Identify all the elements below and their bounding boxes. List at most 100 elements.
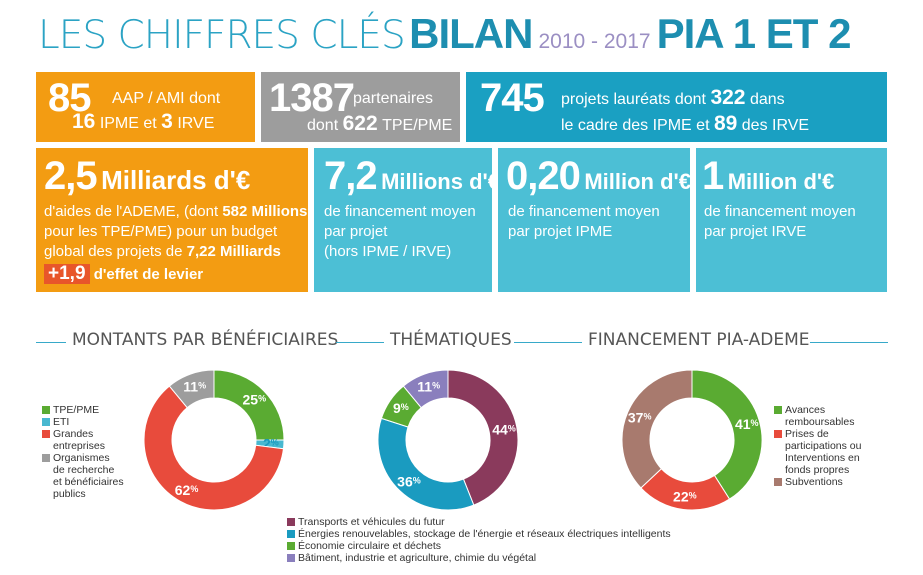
kpi-moyen-desc: de financement moyen par projet (hors IP… [324,202,476,262]
kpi-aides-line1a: d'aides de l'ADEME, (dont [44,203,219,220]
kpi-projects-text-3: le cadre des IPME et [561,117,710,134]
kpi-aap-ipme-value: 16 [72,110,96,133]
kpi-moyen-line1: de financement moyen [324,203,476,220]
title-years: 2010 - 2017 [538,30,651,53]
kpi-irve: 1 Million d'€ de financement moyen par p… [696,148,887,292]
legend-item: Avances remboursables [774,404,874,428]
kpi-aap: 85 AAP / AMI dont 16 IPME et 3 IRVE [36,72,255,142]
legend-label: Organismes de recherche et bénéficiaires… [53,452,124,500]
kpi-aides-line3b: 7,22 Milliards [186,243,281,260]
kpi-aides: 2,5 Milliards d'€ d'aides de l'ADEME, (d… [36,148,308,292]
kpi-aides-desc: d'aides de l'ADEME, (dont 582 Millions p… [44,202,308,285]
pie-slice [621,369,693,489]
page-title: LES CHIFFRES CLÉS BILAN 2010 - 2017 PIA 1 … [38,10,852,60]
legend-item: TPE/PME [42,404,124,416]
legend-beneficiaires: TPE/PME ETI Grandes entreprises Organism… [42,404,124,500]
kpi-projects-irve-value: 89 [713,112,738,135]
kpi-aap-irve-label: IRVE [177,115,215,132]
title-part-2: BILAN [409,10,533,57]
kpi-moyen-line2: par projet [324,223,388,240]
section-beneficiaires: MONTANTS PAR BÉNÉFICIAIRES [36,330,338,354]
kpi-irve-unit: Million d'€ [727,169,835,194]
kpi-partners-tpe-label: TPE/PME [382,117,453,134]
section-divider [36,342,66,343]
legend-label: Avances remboursables [785,404,855,428]
kpi-ipme: 0,20 Million d'€ de financement moyen pa… [498,148,691,292]
legend-label: Bâtiment, industrie et agriculture, chim… [298,552,537,564]
legend-swatch [287,518,295,526]
pie-value-label: 25% [243,392,267,408]
kpi-moyen: 7,2 Millions d'€ de financement moyen pa… [314,148,500,292]
legend-thematiques: Transports et véhicules du futur Énergie… [287,516,727,564]
legend-label: Économie circulaire et déchets [298,540,441,552]
kpi-irve-line1: de financement moyen [704,203,856,220]
section-financement: FINANCEMENT PIA-ADEME [588,330,888,354]
legend-financement: Avances remboursables Prises de particip… [774,404,874,488]
legend-swatch [287,530,295,538]
kpi-aap-irve-value: 3 [161,110,173,133]
kpi-partners-tpe-value: 622 [342,112,378,135]
kpi-partners-label: partenaires [353,90,434,107]
section-thematiques: THÉMATIQUES [390,330,520,354]
legend-item: Grandes entreprises [42,428,124,452]
section-financement-title: FINANCEMENT PIA-ADEME [588,330,810,350]
kpi-projects-value: 745 [480,76,545,120]
kpi-aap-value: 85 [48,76,91,120]
pie-value-label: 11% [417,378,440,394]
legend-item: Organismes de recherche et bénéficiaires… [42,452,124,500]
kpi-aides-line1b: 582 Millions [222,203,308,220]
pie-slice [377,417,475,511]
kpi-aides-value: 2,5 [44,154,98,198]
legend-swatch [42,406,50,414]
pie-value-label: 11% [183,378,206,394]
pie-value-label: 44% [492,421,516,437]
kpi-moyen-value: 7,2 [324,154,378,198]
kpi-ipme-unit: Million d'€ [584,169,691,194]
kpi-ipme-line1: de financement moyen [508,203,660,220]
legend-swatch [42,454,50,462]
title-part-3: PIA 1 ET 2 [656,10,852,57]
legend-item: Énergies renouvelables, stockage de l'én… [287,528,727,540]
kpi-ipme-value: 0,20 [506,154,581,198]
kpi-aides-levier-value: +1,9 [44,264,90,284]
pie-slice [402,369,449,409]
kpi-moyen-line3: (hors IPME / IRVE) [324,243,452,260]
section-divider [810,342,888,343]
legend-swatch [774,478,782,486]
kpi-aap-ipme-label: IPME et [99,115,157,132]
legend-swatch [287,542,295,550]
legend-item: Subventions [774,476,874,488]
legend-label: Énergies renouvelables, stockage de l'én… [298,528,671,540]
pie-value-label: 2% [263,436,279,452]
section-divider [514,342,582,343]
kpi-projects-text-4: des IRVE [741,117,810,134]
pie-value-label: 22% [673,489,697,505]
pie-slice [447,369,519,506]
kpi-aides-unit: Milliards d'€ [101,165,251,195]
legend-swatch [287,554,295,562]
legend-item: Prises de participations ou Intervention… [774,428,874,476]
kpi-aides-levier-label: d'effet de levier [93,266,204,283]
legend-label: TPE/PME [53,404,100,416]
pie-slice [691,369,763,500]
kpi-irve-desc: de financement moyen par projet IRVE [704,202,856,242]
legend-swatch [774,406,782,414]
kpi-moyen-unit: Millions d'€ [381,169,500,194]
legend-swatch [42,430,50,438]
kpi-ipme-line2: par projet IPME [508,223,613,240]
pie-slice [168,369,215,409]
pie-value-label: 62% [175,482,199,498]
kpi-partners-value: 1387 [269,76,355,120]
kpi-irve-line2: par projet IRVE [704,223,807,240]
kpi-aap-text: AAP / AMI dont [112,90,221,107]
legend-item: ETI [42,416,124,428]
kpi-aides-line3a: global des projets de [44,243,183,260]
legend-label: Prises de participations ou Intervention… [785,428,862,476]
kpi-partners-prefix: dont [307,117,339,134]
legend-label: Grandes entreprises [53,428,105,452]
kpi-irve-value: 1 [702,154,724,198]
section-divider [336,342,384,343]
legend-item: Économie circulaire et déchets [287,540,727,552]
legend-label: Subventions [785,476,843,488]
